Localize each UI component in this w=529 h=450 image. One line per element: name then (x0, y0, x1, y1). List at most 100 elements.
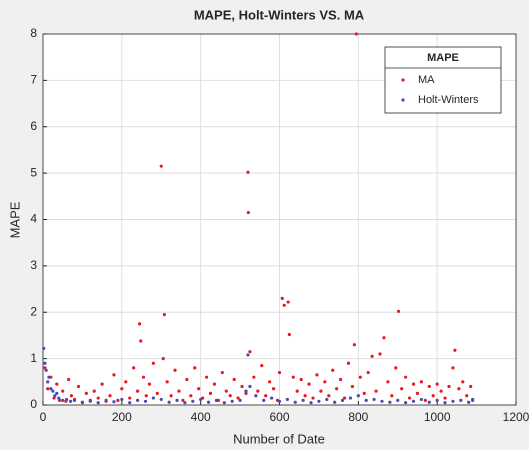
point (400, 387, 404, 391)
point (246, 210, 250, 215)
legend-label: MA (418, 74, 435, 86)
point (246, 353, 250, 357)
x-tick-label: 0 (40, 410, 47, 424)
point (159, 397, 163, 402)
y-tick-label: 4 (30, 212, 37, 226)
point (120, 397, 124, 402)
point (212, 382, 217, 386)
point (311, 396, 315, 400)
point (189, 394, 193, 398)
point (282, 303, 286, 307)
point (244, 389, 248, 393)
point (264, 394, 268, 398)
point (88, 399, 92, 403)
point (128, 401, 132, 405)
point (248, 384, 252, 389)
y-tick-label: 6 (30, 119, 37, 133)
point (352, 343, 356, 347)
point (366, 370, 370, 375)
point (193, 366, 197, 370)
point (465, 394, 469, 398)
x-tick-label: 1200 (503, 410, 529, 424)
point (342, 396, 347, 400)
point (388, 400, 392, 404)
point (335, 387, 339, 391)
point (254, 394, 258, 398)
point (181, 398, 185, 402)
point (382, 336, 386, 340)
point (132, 366, 136, 370)
point (108, 394, 112, 398)
point (177, 389, 181, 393)
point (206, 400, 211, 404)
point (185, 377, 189, 382)
point (128, 396, 132, 400)
point (143, 399, 148, 403)
point (469, 384, 473, 389)
point (46, 380, 50, 384)
legend-marker (401, 98, 405, 102)
y-tick-label: 1 (30, 351, 37, 365)
x-tick-label: 600 (269, 410, 289, 424)
point (443, 401, 447, 405)
point (439, 389, 443, 393)
y-tick-label: 7 (30, 73, 37, 87)
y-tick-label: 2 (30, 304, 37, 318)
point (208, 391, 213, 396)
point (165, 380, 169, 384)
point (331, 368, 335, 372)
point (84, 391, 88, 396)
point (277, 370, 282, 375)
point (291, 375, 295, 379)
point (293, 400, 297, 404)
point (362, 391, 366, 396)
point (256, 389, 260, 393)
point (451, 399, 455, 403)
point (240, 384, 244, 389)
point (116, 398, 120, 402)
point (280, 296, 284, 300)
point (42, 346, 46, 351)
point (228, 394, 232, 398)
point (161, 357, 165, 361)
point (183, 401, 187, 405)
point (364, 398, 368, 402)
x-axis-label: Number of Date (233, 431, 325, 446)
point (222, 401, 226, 405)
point (55, 382, 59, 386)
point (167, 400, 171, 404)
point (96, 396, 100, 400)
point (427, 400, 431, 404)
point (238, 398, 242, 402)
point (144, 394, 148, 398)
x-tick-label: 400 (191, 410, 211, 424)
point (380, 399, 384, 403)
point (461, 380, 465, 384)
point (471, 397, 475, 402)
point (244, 391, 248, 396)
point (299, 377, 303, 382)
point (173, 368, 177, 372)
legend-title: MAPE (427, 52, 459, 64)
point (374, 389, 378, 393)
point (327, 394, 331, 398)
point (76, 384, 81, 389)
y-axis-label: MAPE (7, 201, 22, 238)
point (396, 309, 401, 313)
point (348, 396, 353, 400)
point (431, 394, 435, 398)
point (262, 398, 266, 402)
point (350, 384, 355, 389)
point (136, 398, 140, 402)
point (72, 398, 77, 402)
point (151, 361, 155, 365)
point (120, 387, 124, 391)
point (252, 375, 256, 379)
point (47, 375, 51, 379)
y-tick-label: 3 (30, 258, 37, 272)
point (319, 389, 323, 393)
point (104, 398, 108, 402)
point (459, 398, 463, 402)
point (309, 401, 313, 405)
